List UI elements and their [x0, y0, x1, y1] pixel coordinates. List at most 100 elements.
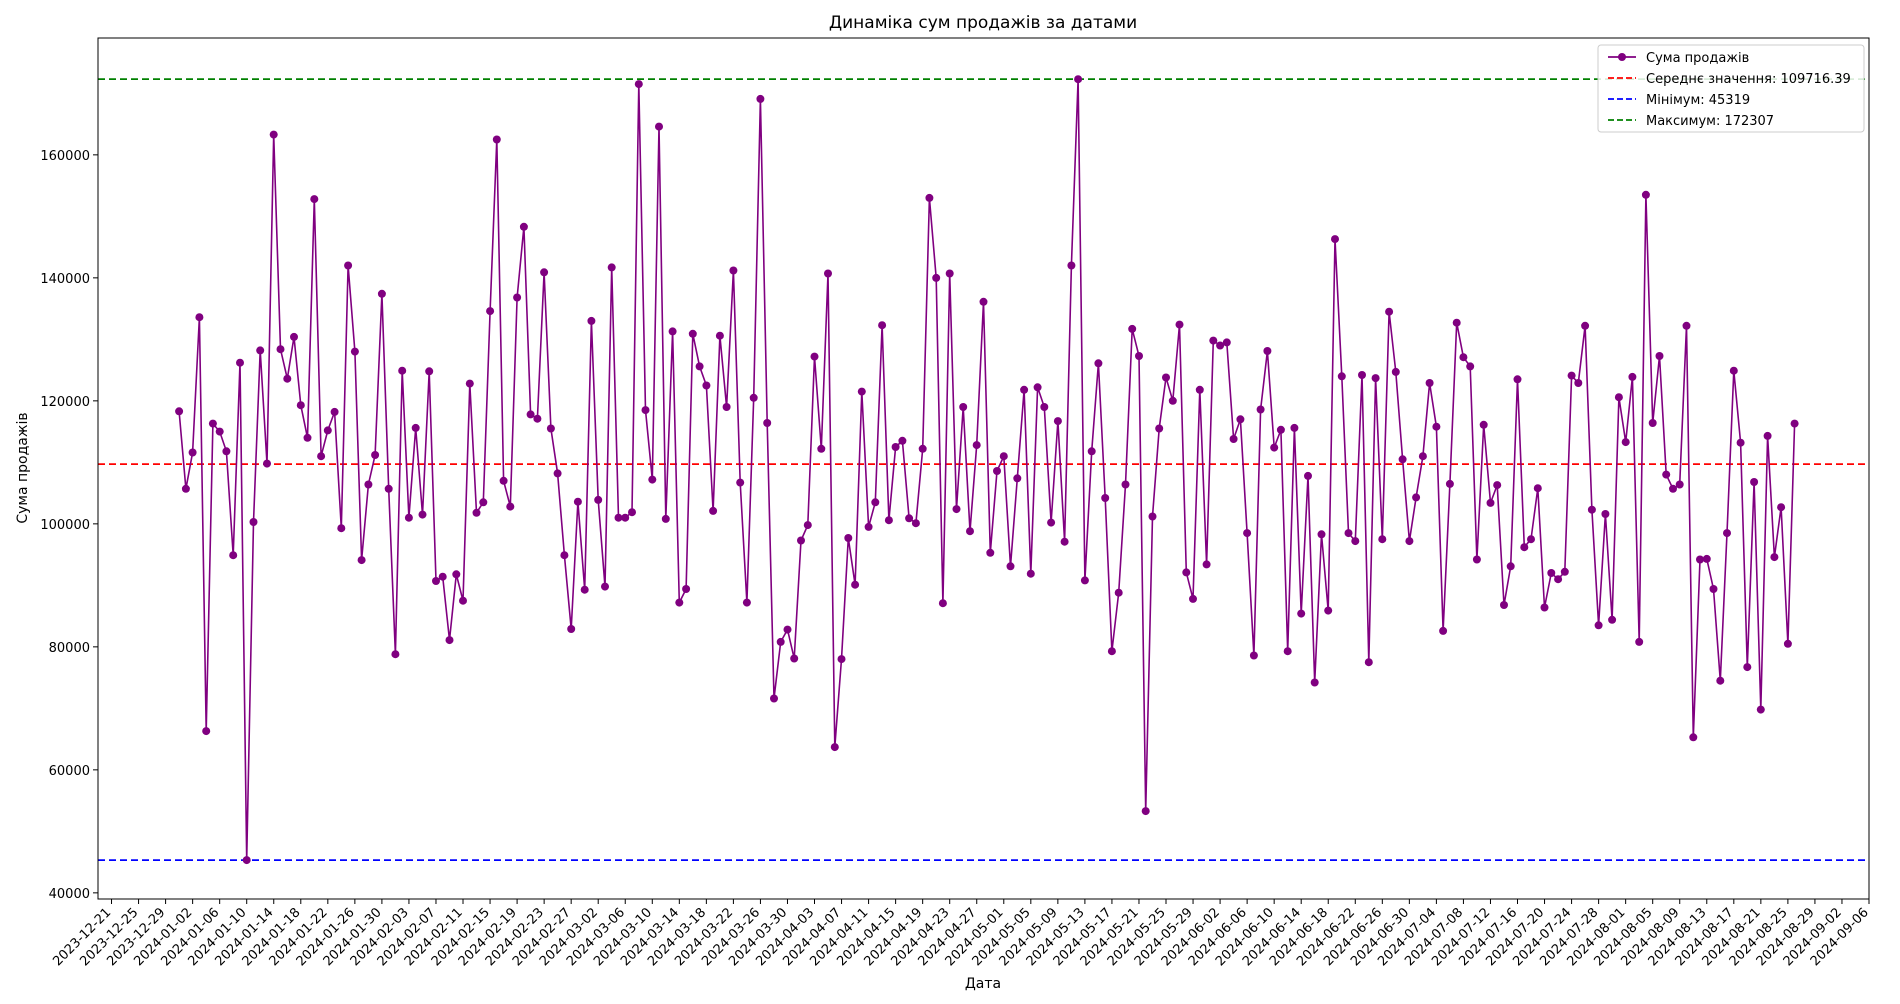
data-point — [790, 654, 799, 663]
data-point — [1148, 512, 1157, 521]
data-point — [1574, 379, 1583, 387]
data-point — [1256, 405, 1265, 414]
data-point — [1121, 480, 1130, 489]
data-point — [817, 444, 826, 453]
data-point — [445, 636, 454, 645]
data-point — [763, 419, 772, 427]
data-point — [594, 495, 603, 504]
data-point — [1074, 75, 1083, 84]
data-point — [303, 433, 312, 442]
data-point — [749, 393, 758, 402]
data-point — [377, 289, 386, 298]
x-axis-label: Дата — [965, 976, 1001, 992]
series-layer — [175, 75, 1799, 865]
data-point — [1378, 535, 1387, 544]
data-point — [1249, 651, 1258, 660]
data-point — [452, 570, 461, 579]
y-tick-label: 80000 — [49, 641, 90, 656]
data-point — [621, 513, 630, 522]
data-point — [1669, 484, 1677, 493]
data-point — [1162, 373, 1170, 382]
data-point — [1581, 321, 1590, 330]
data-point — [1101, 494, 1110, 502]
data-point — [1466, 362, 1475, 371]
data-point — [479, 498, 488, 507]
data-point — [181, 484, 190, 493]
data-point — [1547, 569, 1556, 577]
data-point — [465, 379, 474, 388]
data-point — [938, 599, 947, 608]
data-point — [770, 694, 778, 703]
data-point — [715, 331, 724, 340]
data-point — [871, 498, 880, 507]
data-point — [506, 502, 515, 511]
data-point — [797, 536, 805, 545]
y-tick-label: 40000 — [49, 887, 90, 902]
data-point — [648, 475, 657, 484]
data-point — [384, 484, 393, 493]
data-point — [499, 476, 508, 485]
data-point — [330, 407, 339, 416]
data-point — [1621, 438, 1630, 447]
data-point — [1554, 575, 1563, 584]
data-point — [229, 551, 238, 560]
data-point — [560, 551, 569, 560]
data-point — [932, 273, 941, 282]
data-point — [1587, 505, 1596, 514]
data-point — [1560, 567, 1569, 576]
data-point — [655, 122, 663, 131]
data-point — [1013, 474, 1022, 483]
data-point — [1331, 235, 1339, 244]
data-point — [1351, 537, 1360, 546]
data-point — [803, 521, 812, 530]
data-point — [249, 518, 258, 526]
legend-label: Мінімум: 45319 — [1646, 93, 1750, 108]
data-point — [986, 548, 995, 557]
data-point — [1080, 576, 1089, 585]
data-point — [1371, 374, 1380, 383]
data-point — [1358, 371, 1366, 379]
data-point — [1067, 261, 1076, 270]
data-point — [709, 506, 718, 515]
data-point — [1702, 554, 1711, 563]
data-point — [1614, 393, 1623, 402]
data-point — [1709, 585, 1718, 593]
data-point — [1114, 588, 1123, 597]
data-point — [1053, 417, 1062, 426]
data-point — [1006, 562, 1015, 571]
data-point — [1763, 431, 1772, 440]
data-point — [1750, 478, 1759, 486]
data-point — [1087, 447, 1096, 456]
data-point — [1736, 438, 1745, 447]
data-point — [1405, 537, 1414, 546]
data-point — [668, 327, 677, 336]
data-point — [1243, 529, 1252, 538]
data-point — [824, 269, 832, 278]
data-point — [519, 222, 528, 231]
data-point — [546, 424, 555, 433]
data-point — [1060, 537, 1069, 546]
data-point — [1141, 807, 1150, 816]
data-point — [283, 374, 292, 383]
data-point — [371, 451, 380, 459]
data-point — [263, 459, 271, 468]
data-point — [1209, 336, 1218, 345]
data-point — [918, 444, 927, 453]
data-point — [1175, 320, 1184, 329]
data-point — [1689, 733, 1698, 742]
data-point — [1317, 530, 1326, 539]
data-point — [1783, 639, 1792, 648]
data-point — [722, 403, 731, 411]
data-point — [323, 426, 332, 435]
data-point — [533, 414, 542, 423]
data-point — [1168, 396, 1177, 405]
data-point — [438, 572, 447, 581]
data-point — [269, 130, 278, 139]
data-point — [1655, 352, 1664, 360]
data-point — [1777, 503, 1786, 512]
data-point — [1202, 560, 1211, 569]
legend: Сума продажів Середнє значення: 109716.39… — [1597, 44, 1865, 133]
data-point — [236, 358, 244, 367]
data-point — [830, 743, 839, 752]
